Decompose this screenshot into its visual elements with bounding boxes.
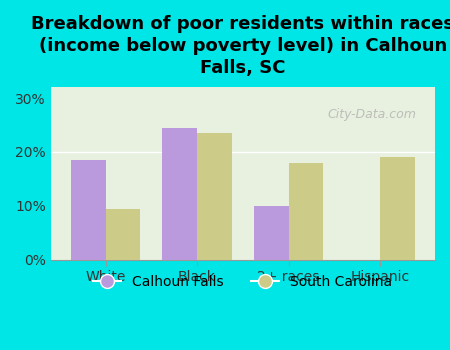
Bar: [380, 158, 415, 260]
Bar: [197, 133, 232, 260]
Bar: [162, 128, 197, 260]
Bar: [71, 160, 105, 260]
Bar: [254, 206, 288, 260]
Text: City-Data.com: City-Data.com: [327, 108, 416, 121]
Title: Breakdown of poor residents within races
(income below poverty level) in Calhoun: Breakdown of poor residents within races…: [32, 15, 450, 77]
Bar: [288, 163, 324, 260]
Legend: Calhoun Falls, South Carolina: Calhoun Falls, South Carolina: [88, 269, 398, 294]
Bar: [105, 209, 140, 260]
